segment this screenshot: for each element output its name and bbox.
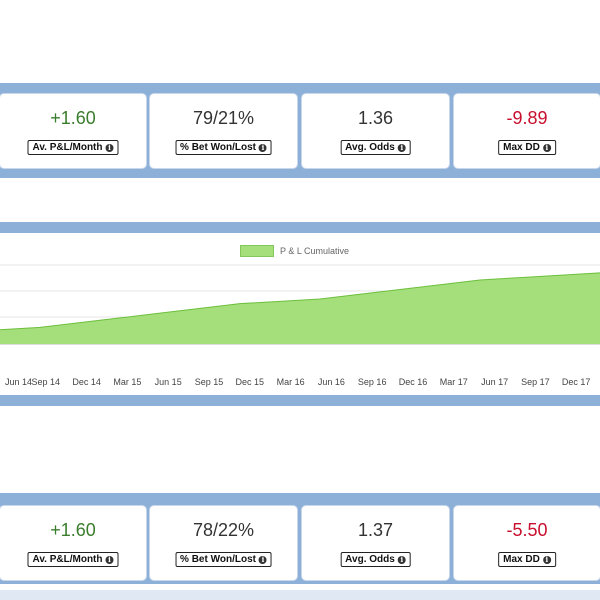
stat-value: -9.89 [506,108,548,128]
chart-legend[interactable]: P & L Cumulative [240,245,349,257]
stat-value: 79/21% [192,108,255,128]
chart-svg: Jun 14 Sep 14 Dec 14 Mar 15 Jun 15 Sep 15 Dec … [0,264,600,387]
x-tick-label: Mar 15 [113,377,141,387]
stat-value: 1.37 [357,520,394,540]
stat-value: +1.60 [50,520,96,540]
x-tick-label: Jun 17 [481,377,508,387]
stat-card-avg-odds: 1.36 Avg. Odds i [302,94,449,168]
bottom-strip [0,590,600,600]
stat-label: Max DD [503,554,540,565]
stat-label: Av. P&L/Month [32,554,103,565]
info-icon[interactable]: i [258,555,267,564]
stat-label: Avg. Odds [345,142,395,153]
info-icon[interactable]: i [542,143,551,152]
stat-card-avg-pl: +1.60 Av. P&L/Month i [0,94,146,168]
stat-card-bet-won-lost: 79/21% % Bet Won/Lost i [150,94,297,168]
stat-label: % Bet Won/Lost [180,142,256,153]
info-icon[interactable]: i [258,143,267,152]
x-tick-label: Jun 15 [155,377,182,387]
stat-card-max-dd-2: -5.50 Max DD i [454,506,600,580]
x-tick-label: Jun 14 [5,377,32,387]
info-icon[interactable]: i [542,555,551,564]
stat-value: 78/22% [192,520,255,540]
stat-label-button[interactable]: Max DD i [498,552,556,567]
stat-value: +1.60 [50,108,96,128]
stat-label-button[interactable]: % Bet Won/Lost i [175,552,272,567]
pl-cumulative-line [0,272,600,331]
pl-cumulative-area[interactable] [0,272,600,344]
x-tick-label: Dec 14 [72,377,101,387]
pl-cumulative-chart: P & L Cumulative Jun 14 Sep 14 Dec 14 Mar 1… [0,233,600,395]
stat-card-bet-won-lost-2: 78/22% % Bet Won/Lost i [150,506,297,580]
x-tick-label: Mar 17 [440,377,468,387]
legend-swatch [240,245,274,257]
x-tick-label: Dec 16 [399,377,428,387]
x-tick-label: Dec 15 [236,377,265,387]
stat-label-button[interactable]: Av. P&L/Month i [27,552,119,567]
x-tick-label: Sep 16 [358,377,387,387]
x-tick-label: Sep 15 [195,377,224,387]
legend-label: P & L Cumulative [280,246,350,256]
stat-value: -5.50 [506,520,548,540]
info-icon[interactable]: i [397,143,406,152]
stat-label-button[interactable]: Av. P&L/Month i [27,140,119,155]
stat-label-button[interactable]: Avg. Odds i [340,140,411,155]
x-tick-label: Dec 17 [562,377,591,387]
stat-label-button[interactable]: % Bet Won/Lost i [175,140,272,155]
x-tick-label: Mar 16 [277,377,305,387]
stat-card-avg-pl-2: +1.60 Av. P&L/Month i [0,506,146,580]
x-tick-label: Sep 17 [521,377,550,387]
stat-label-button[interactable]: Avg. Odds i [340,552,411,567]
info-icon[interactable]: i [105,143,114,152]
info-icon[interactable]: i [105,555,114,564]
stat-label: Max DD [503,142,540,153]
stat-label-button[interactable]: Max DD i [498,140,556,155]
info-icon[interactable]: i [397,555,406,564]
stat-card-avg-odds-2: 1.37 Avg. Odds i [302,506,449,580]
stat-card-max-dd: -9.89 Max DD i [454,94,600,168]
stat-value: 1.36 [357,108,394,128]
x-tick-label: Jun 16 [318,377,345,387]
stat-label: % Bet Won/Lost [180,554,256,565]
stat-label: Avg. Odds [345,554,395,565]
x-tick-label: Sep 14 [32,377,61,387]
stat-label: Av. P&L/Month [32,142,103,153]
